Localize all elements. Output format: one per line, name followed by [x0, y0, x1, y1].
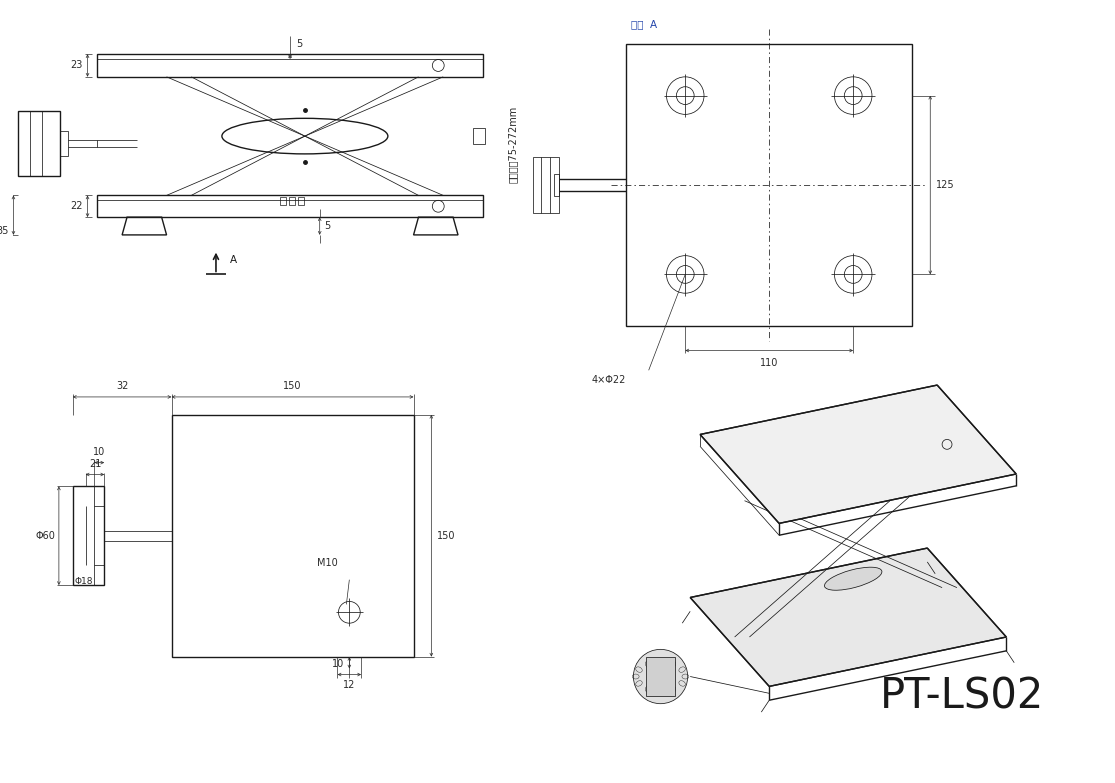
Bar: [18, 111, 60, 175]
Bar: [97, 196, 483, 217]
Text: 10: 10: [332, 659, 345, 669]
Text: 21: 21: [89, 459, 101, 468]
Text: 23: 23: [70, 60, 83, 70]
Bar: [626, 44, 912, 326]
Text: 视图  A: 视图 A: [631, 20, 657, 30]
Bar: [280, 197, 287, 205]
Text: 4×Φ22: 4×Φ22: [591, 375, 626, 385]
Bar: [289, 197, 295, 205]
Text: A: A: [230, 254, 236, 265]
Polygon shape: [646, 657, 676, 696]
Bar: [533, 157, 559, 213]
Ellipse shape: [824, 567, 882, 590]
Bar: [97, 54, 483, 77]
Bar: [473, 128, 485, 144]
Text: 150: 150: [283, 381, 302, 391]
Text: 35: 35: [0, 226, 9, 236]
Text: 高度范围75-272mm: 高度范围75-272mm: [507, 106, 517, 183]
Text: 22: 22: [70, 201, 83, 211]
Text: 5: 5: [324, 221, 331, 231]
Ellipse shape: [633, 649, 688, 704]
Bar: [72, 486, 105, 585]
Text: 125: 125: [937, 180, 954, 190]
Polygon shape: [700, 385, 1016, 523]
Text: 10: 10: [94, 447, 106, 456]
Text: Φ60: Φ60: [35, 531, 55, 541]
Text: 150: 150: [437, 531, 456, 541]
Text: M10: M10: [318, 557, 338, 568]
Text: 12: 12: [343, 680, 356, 691]
Text: 32: 32: [116, 381, 128, 391]
Text: 110: 110: [760, 359, 778, 369]
Bar: [172, 415, 414, 657]
Text: PT-LS02: PT-LS02: [880, 675, 1044, 717]
Bar: [554, 174, 559, 196]
Bar: [60, 132, 68, 156]
Text: 5: 5: [295, 39, 302, 49]
Text: Φ18: Φ18: [75, 577, 94, 586]
Polygon shape: [690, 548, 1007, 687]
Bar: [298, 197, 304, 205]
